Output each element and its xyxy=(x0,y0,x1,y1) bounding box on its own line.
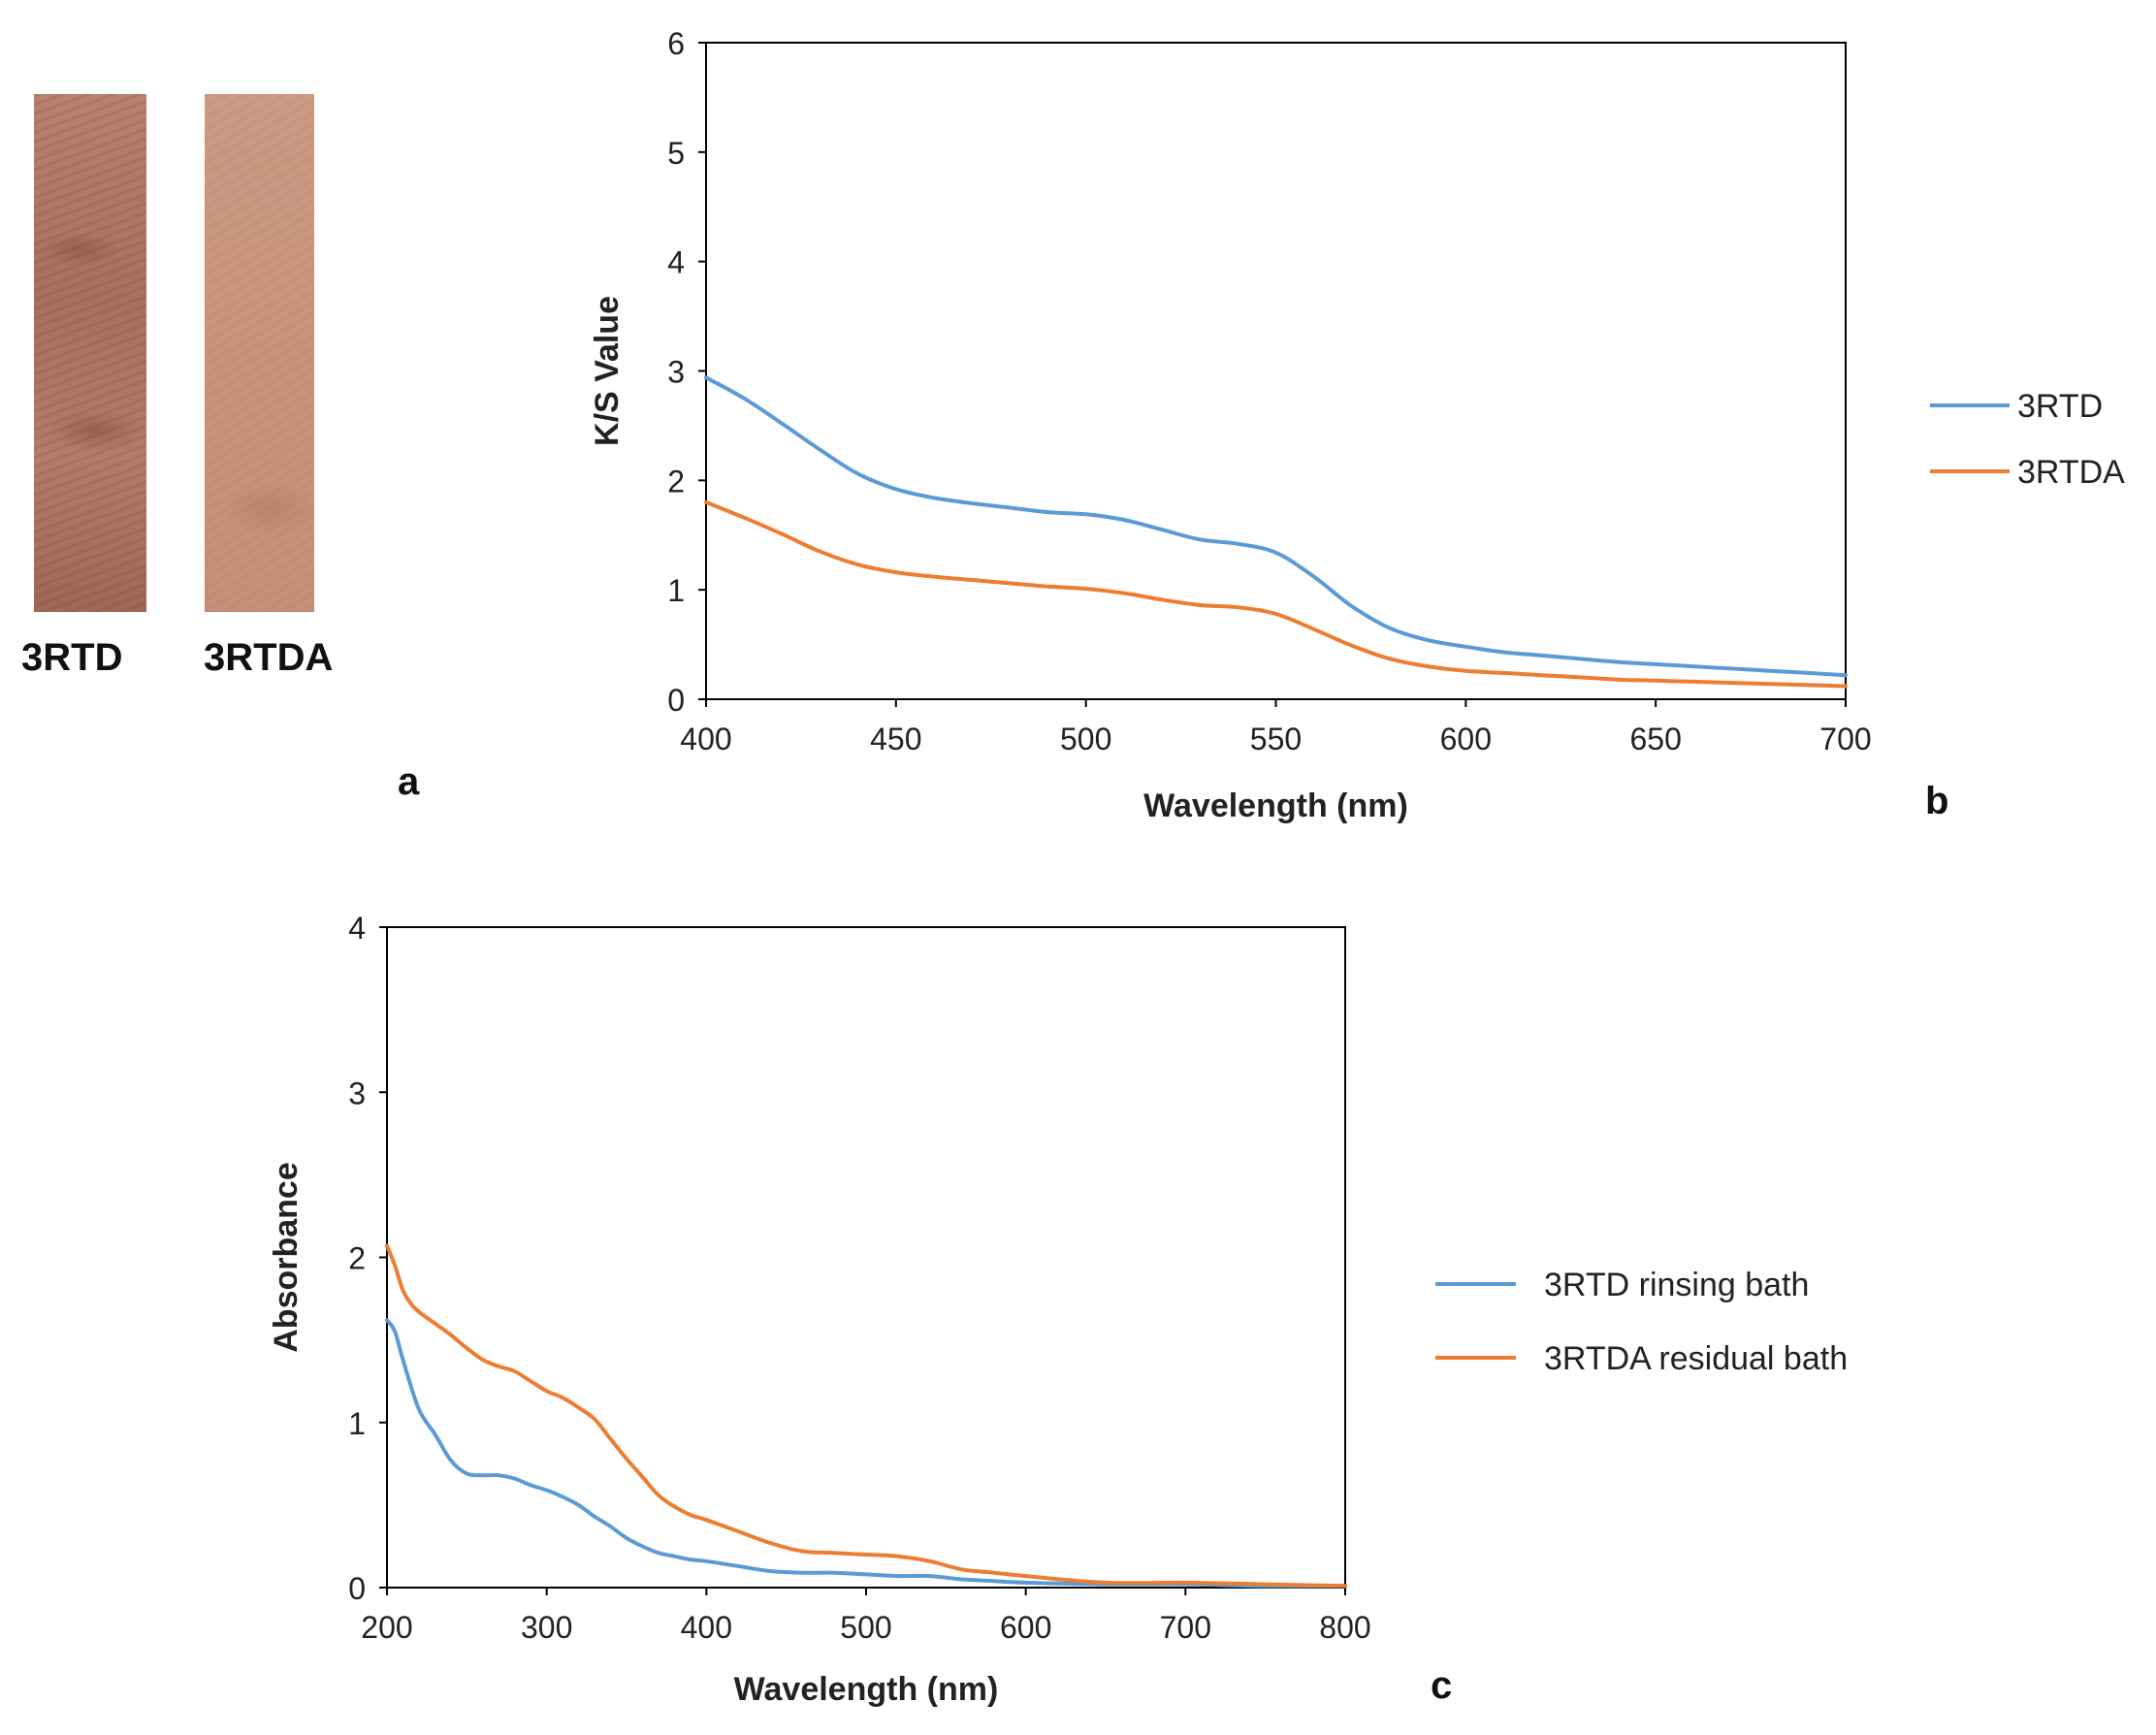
chart-c-y-tick-label: 3 xyxy=(348,1076,366,1110)
chart-b-x-axis-label: Wavelength (nm) xyxy=(1143,787,1408,824)
chart-b-y-tick-label: 3 xyxy=(667,355,685,390)
chart-c-plot-frame xyxy=(386,926,1346,1589)
panel-letter-b: b xyxy=(1925,780,1949,822)
chart-b-y-tick-label: 5 xyxy=(667,136,685,171)
chart-c-y-tick-label: 0 xyxy=(348,1571,366,1606)
chart-c-x-tick-label: 300 xyxy=(521,1610,572,1645)
chart-c-y-tick-label: 1 xyxy=(348,1406,366,1441)
chart-b-legend-label-0: 3RTD xyxy=(2017,388,2103,425)
chart-c-series-line-0 xyxy=(385,1318,1347,1589)
panel-letter-c: c xyxy=(1431,1664,1453,1707)
fabric-swatch-3rtd xyxy=(34,94,146,612)
chart-b-y-tick-label: 6 xyxy=(667,26,685,61)
chart-b-x-tick-label: 550 xyxy=(1250,722,1302,756)
chart-c-x-tick-label: 200 xyxy=(361,1610,412,1645)
chart-b-y-tick-label: 4 xyxy=(667,245,685,280)
chart-c-legend-label-1: 3RTDA residual bath xyxy=(1544,1340,1848,1377)
chart-b-legend-label-1: 3RTDA xyxy=(2017,454,2125,491)
chart-b-x-tick-label: 450 xyxy=(870,722,921,756)
chart-c-x-tick-label: 800 xyxy=(1319,1610,1370,1645)
chart-c-x-tick-label: 600 xyxy=(1000,1610,1051,1645)
chart-b-y-axis-label: K/S Value xyxy=(589,296,626,446)
chart-b-x-tick-label: 400 xyxy=(680,722,731,756)
chart-c-x-tick-label: 700 xyxy=(1160,1610,1211,1645)
chart-b-y-tick-label: 0 xyxy=(667,683,685,718)
chart-b-series-line-0 xyxy=(704,375,1848,678)
chart-b-series-line-1 xyxy=(704,499,1848,689)
chart-c-y-tick-label: 4 xyxy=(348,911,366,946)
swatch-label-3rtd: 3RTD xyxy=(21,636,123,679)
chart-c-x-tick-label: 500 xyxy=(840,1610,891,1645)
chart-b-y-tick-label: 2 xyxy=(667,464,685,498)
chart-c-y-tick-label: 2 xyxy=(348,1241,366,1276)
chart-b-x-tick-label: 650 xyxy=(1629,722,1681,756)
chart-b-x-tick-label: 600 xyxy=(1440,722,1492,756)
panel-letter-a: a xyxy=(398,760,420,803)
chart-b-y-tick-label: 1 xyxy=(667,573,685,608)
chart-b-x-tick-label: 500 xyxy=(1060,722,1111,756)
chart-c-legend-label-0: 3RTD rinsing bath xyxy=(1544,1267,1809,1303)
chart-c-series-line-1 xyxy=(385,1243,1347,1589)
chart-c-x-axis-label: Wavelength (nm) xyxy=(734,1671,999,1708)
chart-b-x-tick-label: 700 xyxy=(1819,722,1871,756)
fabric-swatch-3rtda xyxy=(205,94,314,612)
chart-c-y-axis-label: Absorbance xyxy=(268,1162,305,1353)
swatch-label-3rtda: 3RTDA xyxy=(204,636,334,679)
chart-c-x-tick-label: 400 xyxy=(681,1610,732,1645)
